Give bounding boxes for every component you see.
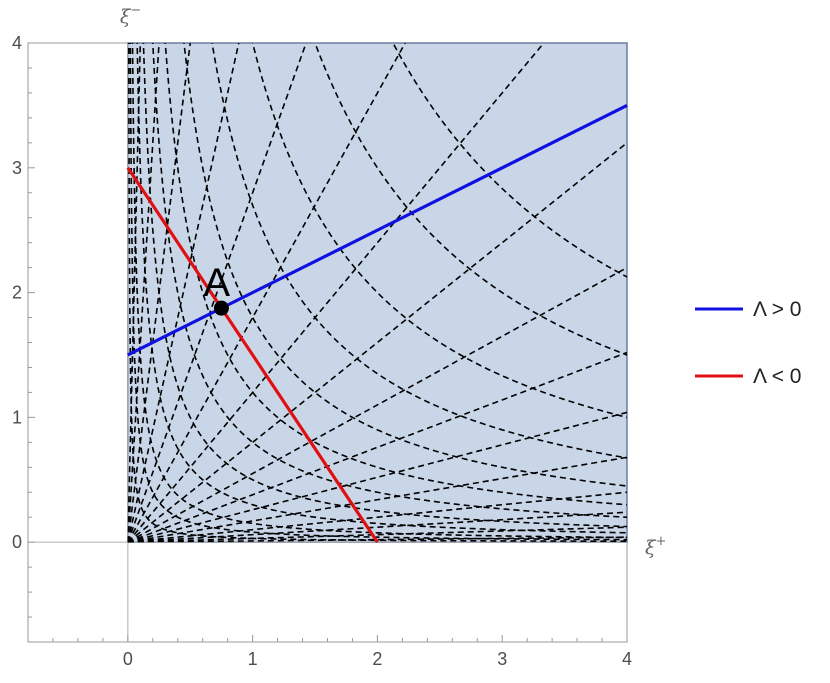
dashed-hyperbola xyxy=(131,43,627,539)
y-tick-label: 2 xyxy=(12,283,22,303)
dashed-ray xyxy=(127,43,240,543)
dashed-ray xyxy=(127,142,627,543)
dashed-ray xyxy=(127,511,627,543)
y-axis-label-main: ξ xyxy=(120,6,132,28)
y-axis-label: ξ− xyxy=(120,3,141,28)
dashed-ray xyxy=(127,43,545,543)
dashed-ray xyxy=(127,43,406,543)
dashed-ray xyxy=(127,491,627,543)
x-tick-label: 1 xyxy=(248,649,258,669)
dashed-hyperbola xyxy=(183,43,627,487)
dashed-hyperbola xyxy=(392,43,627,278)
series-lines xyxy=(126,103,628,544)
x-axis-label: ξ+ xyxy=(645,534,666,559)
legend-label-lambda-negative: Λ < 0 xyxy=(753,365,801,388)
y-tick-label: 0 xyxy=(12,532,22,552)
legend: Λ > 0 Λ < 0 xyxy=(695,298,801,388)
dashed-ray xyxy=(127,43,142,543)
point-a-label: A xyxy=(203,261,230,305)
dashed-hyperbola xyxy=(164,43,627,506)
x-tick-label: 4 xyxy=(622,649,632,669)
series-line-lambda-negative xyxy=(126,166,379,544)
legend-label-lambda-positive: Λ > 0 xyxy=(753,298,801,321)
dashed-hyperbola xyxy=(127,43,627,543)
dashed-hyperbola xyxy=(129,43,627,541)
x-axis-label-main: ξ xyxy=(645,537,657,559)
x-tick-label: 2 xyxy=(372,649,382,669)
point-a-marker xyxy=(213,300,229,316)
dashed-hyperbola xyxy=(136,43,627,534)
dashed-ray xyxy=(127,266,627,543)
dashed-hyperbola xyxy=(251,43,627,419)
y-tick-label: 3 xyxy=(12,158,22,178)
dashed-ray xyxy=(127,456,627,543)
series-line-lambda-positive xyxy=(127,103,628,357)
dashed-hyperbola xyxy=(211,43,627,459)
ticks: 0 1 2 3 4 0 1 2 3 4 xyxy=(12,33,632,669)
dashed-ray xyxy=(127,43,307,543)
dashed-ray xyxy=(127,526,627,543)
y-tick-label: 4 xyxy=(12,33,22,53)
dashed-ray xyxy=(127,43,160,543)
x-axis-label-sup: + xyxy=(655,534,666,549)
dashed-hyperbola xyxy=(314,43,627,356)
x-tick-label: 3 xyxy=(497,649,507,669)
y-tick-label: 1 xyxy=(12,407,22,427)
y-axis-label-sup: − xyxy=(130,3,141,18)
dashed-curves xyxy=(127,43,627,543)
dashed-ray xyxy=(127,536,627,543)
dashed-ray xyxy=(127,351,627,543)
dashed-ray xyxy=(127,43,192,543)
dashed-ray xyxy=(127,411,627,543)
x-tick-label: 0 xyxy=(123,649,133,669)
